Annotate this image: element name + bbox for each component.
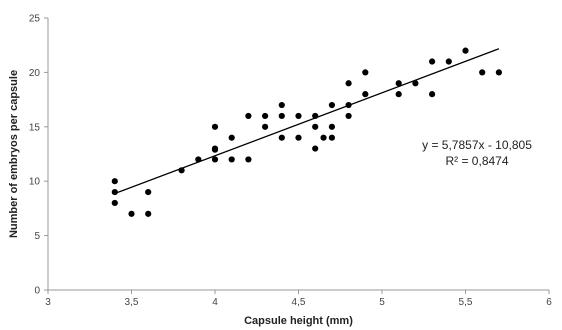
- data-point: [328, 134, 335, 141]
- data-point: [312, 145, 319, 152]
- axes: [44, 17, 550, 294]
- data-points: [111, 47, 502, 217]
- y-tick-label: 20: [29, 68, 41, 79]
- y-tick-label: 25: [29, 14, 41, 25]
- data-point: [111, 178, 118, 185]
- y-tick-label: 10: [29, 177, 41, 188]
- data-point: [345, 112, 352, 120]
- data-point: [211, 123, 219, 130]
- y-axis-title: Number of embryos per capsule: [8, 70, 20, 238]
- trendline-group: [114, 48, 500, 195]
- data-point: [479, 69, 486, 76]
- data-point: [128, 210, 135, 217]
- y-tick-label: 5: [34, 231, 40, 242]
- data-point: [228, 156, 235, 163]
- data-point: [145, 188, 152, 196]
- data-point: [462, 47, 469, 54]
- data-point: [320, 134, 327, 141]
- data-point: [412, 80, 419, 87]
- data-point: [195, 156, 202, 163]
- x-tick-label: 4: [212, 297, 218, 308]
- data-point: [429, 91, 436, 98]
- data-point: [245, 112, 252, 120]
- data-point: [312, 123, 319, 130]
- data-point: [445, 58, 452, 65]
- trendline-equation: y = 5,7857x - 10,805: [422, 138, 532, 152]
- data-point: [228, 134, 235, 141]
- data-point: [495, 69, 502, 76]
- x-tick-label: 5,5: [459, 297, 473, 308]
- x-axis-title: Capsule height (mm): [244, 315, 353, 327]
- trendline: [114, 48, 500, 195]
- data-point: [395, 80, 402, 87]
- data-point: [328, 101, 335, 109]
- x-tick-label: 6: [546, 297, 552, 308]
- data-point: [178, 167, 185, 174]
- data-point: [278, 134, 285, 141]
- data-point: [328, 123, 335, 130]
- r-squared-label: R² = 0,8474: [445, 154, 508, 168]
- data-point: [295, 134, 302, 141]
- x-tick-label: 4,5: [292, 297, 306, 308]
- data-point: [345, 80, 352, 87]
- data-point: [362, 69, 369, 76]
- x-tick-label: 5: [379, 297, 385, 308]
- data-point: [345, 101, 352, 109]
- data-point: [211, 146, 219, 153]
- data-point: [278, 101, 285, 109]
- data-point: [429, 58, 436, 65]
- data-point: [145, 210, 152, 217]
- data-point: [211, 156, 219, 163]
- y-tick-label: 15: [29, 122, 41, 133]
- data-point: [312, 112, 319, 120]
- data-point: [295, 112, 302, 120]
- data-point: [262, 112, 269, 120]
- data-point: [395, 91, 402, 98]
- y-tick-label: 0: [34, 286, 40, 297]
- data-point: [362, 91, 369, 98]
- data-point: [111, 199, 118, 207]
- tick-labels: 3 3,5 4 4,5 5 5,5 6 0 5 10 15 20 25: [29, 14, 552, 309]
- x-tick-label: 3: [45, 297, 51, 308]
- data-point: [262, 123, 269, 130]
- data-point: [111, 188, 118, 196]
- data-point: [278, 112, 285, 120]
- data-point: [245, 156, 252, 163]
- x-tick-label: 3,5: [125, 297, 139, 308]
